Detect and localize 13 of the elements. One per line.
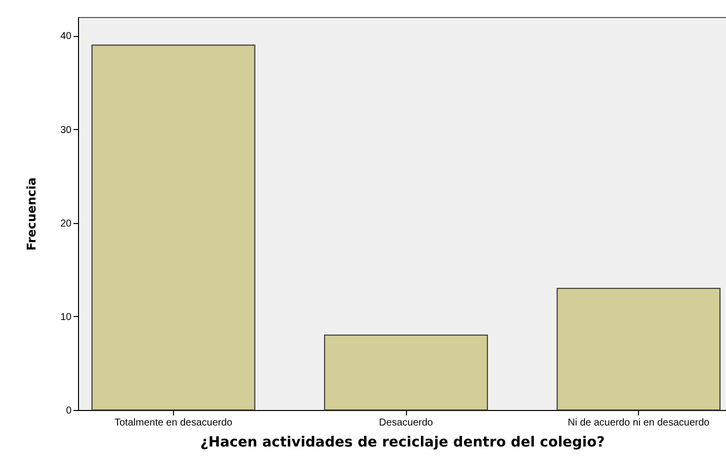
x-tick-label: Desacuerdo xyxy=(379,418,434,428)
bar xyxy=(556,288,720,410)
x-tick-label: Ni de acuerdo ni en desacuerdo xyxy=(568,418,710,428)
y-tick-label: 20 xyxy=(60,218,72,230)
bar xyxy=(324,334,488,410)
y-tick-label: 40 xyxy=(60,31,72,42)
y-tick-label: 0 xyxy=(66,406,72,416)
y-axis-title: Frecuencia xyxy=(24,177,38,251)
y-tick-label: 10 xyxy=(60,312,72,323)
bar xyxy=(92,44,256,410)
x-axis-title: ¿Hacen actividades de reciclaje dentro del colegio? xyxy=(200,434,605,450)
x-tick-label: Totalmente en desacuerdo xyxy=(114,418,233,428)
y-tick-label: 30 xyxy=(60,124,72,136)
